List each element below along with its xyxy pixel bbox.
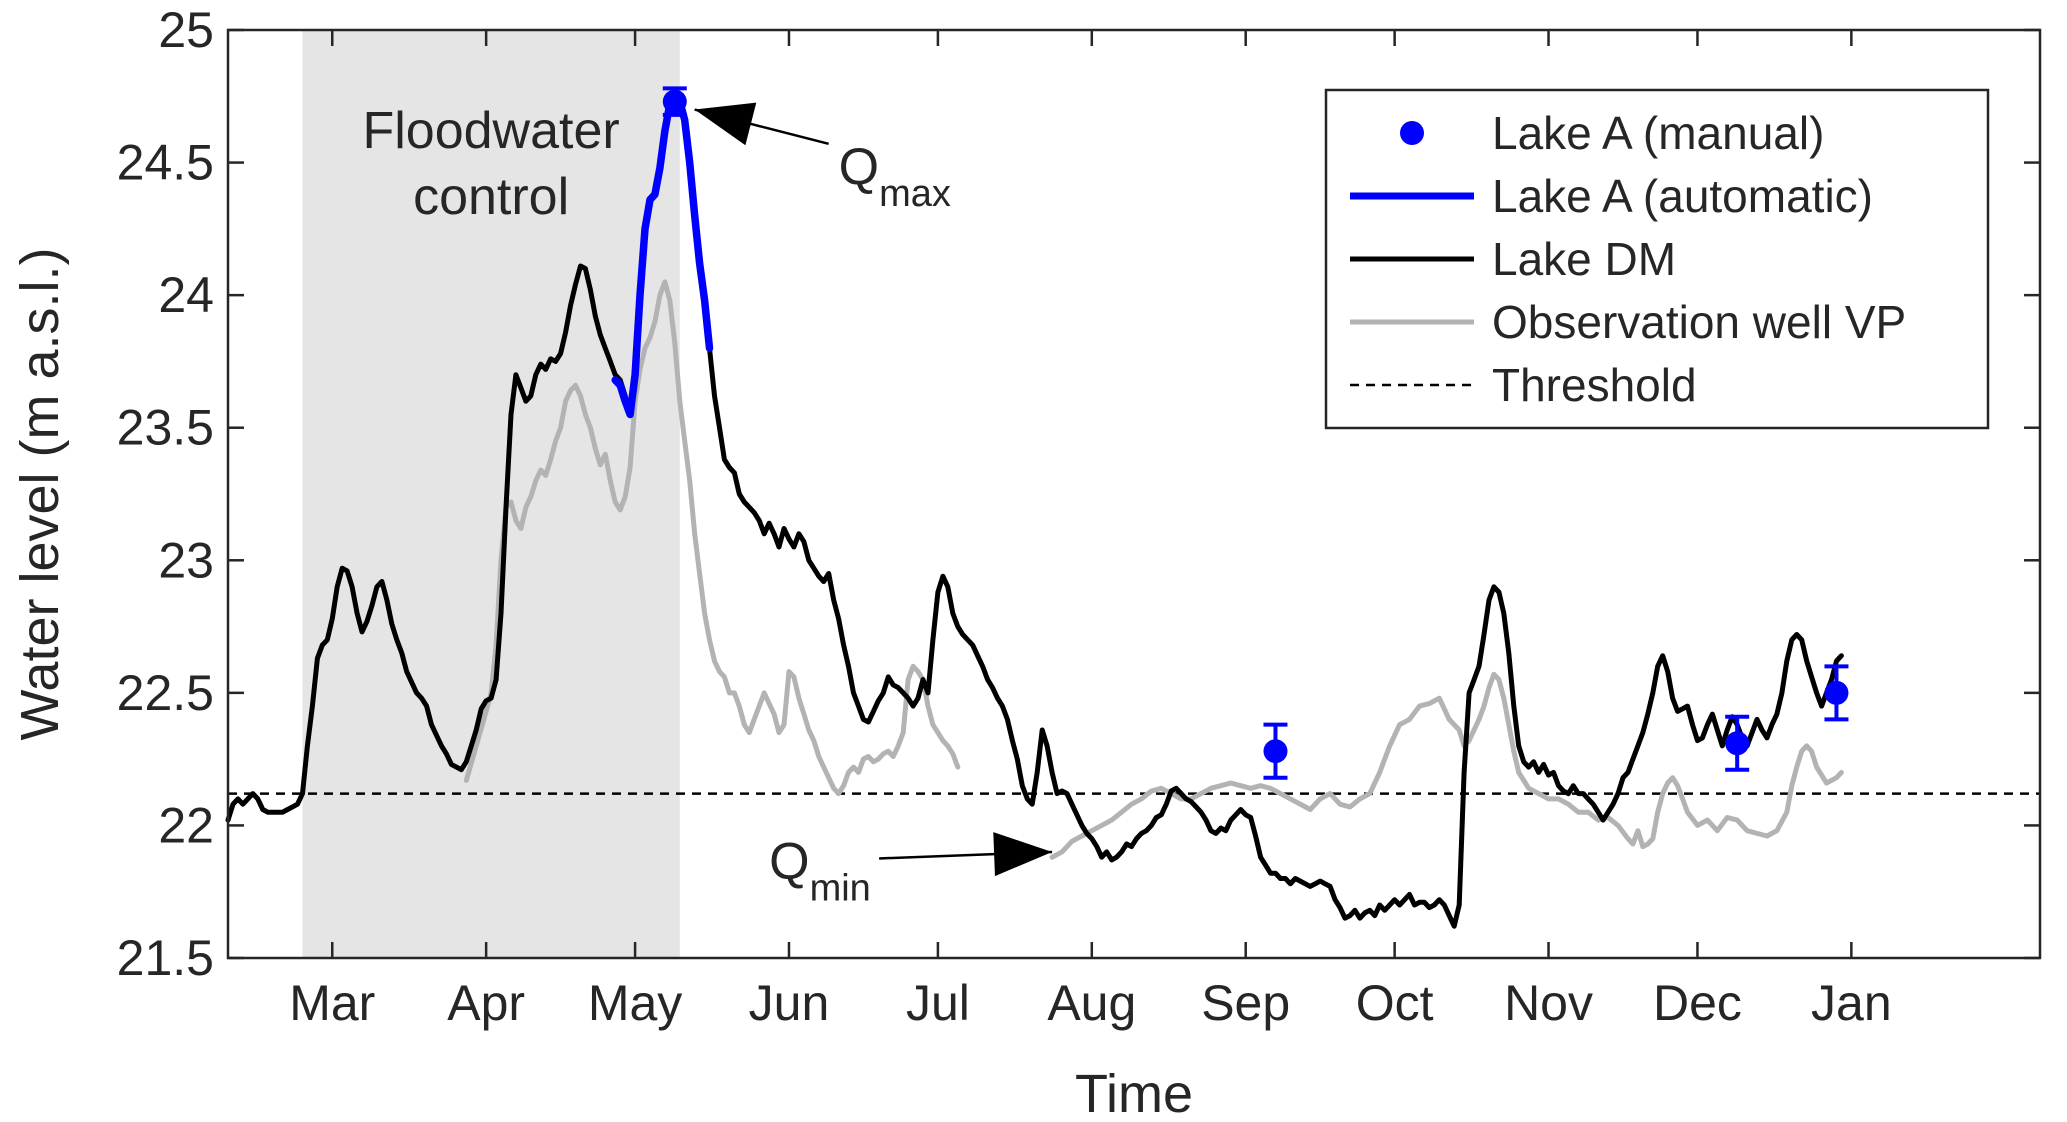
y-tick-label: 24.5	[117, 135, 214, 191]
y-tick-label: 22	[158, 797, 214, 853]
lake-a-manual-point	[662, 89, 687, 114]
legend-symbol-marker	[1400, 121, 1424, 145]
legend-label: Observation well VP	[1492, 296, 1906, 348]
floodwater-control-label: Floodwater control	[362, 102, 619, 226]
annotation-arrow-head	[694, 102, 757, 146]
legend-label: Threshold	[1492, 359, 1697, 411]
y-axis-title: Water level (m a.s.l.)	[10, 247, 70, 740]
annotation-main: Q	[839, 138, 879, 196]
x-tick-label: Dec	[1653, 975, 1742, 1031]
x-axis-title: Time	[1075, 1064, 1193, 1122]
annotation-qmin-text: Qmin	[769, 832, 871, 909]
floodwater-label-line: Floodwater	[362, 102, 619, 160]
annotation-main: Q	[769, 832, 809, 890]
legend-label: Lake A (automatic)	[1492, 170, 1873, 222]
plot-area: Floodwater control	[225, 30, 2040, 958]
legend: Lake A (manual) Lake A (automatic) Lake DM…	[1324, 88, 1990, 430]
y-tick-label: 22.5	[117, 665, 214, 721]
x-tick-label: Jun	[749, 975, 830, 1031]
x-tick-label: Mar	[289, 975, 375, 1031]
axes: Water level (m a.s.l.) Time 21.5 22 22.5 23…	[10, 2, 2042, 1122]
y-tick-label: 21.5	[117, 930, 214, 986]
lake-a-automatic-line	[611, 89, 714, 419]
x-tick-label: Sep	[1201, 975, 1290, 1031]
floodwater-label-line: control	[413, 168, 569, 226]
observation-well-vp-line	[1049, 671, 1844, 860]
annotation-sub: max	[879, 173, 951, 215]
floodwater-control-region	[302, 30, 680, 958]
annotation-qmax: Qmax	[694, 102, 951, 215]
lake-a-manual-point	[1263, 739, 1288, 764]
lake-a-manual-point	[1824, 680, 1849, 705]
y-tick-label: 23	[158, 532, 214, 588]
annotation-sub: min	[810, 867, 871, 909]
y-tick-label: 23.5	[117, 400, 214, 456]
x-tick-label: Aug	[1047, 975, 1136, 1031]
lake-dm-line	[225, 91, 1844, 929]
x-tick-label: Jan	[1811, 975, 1892, 1031]
legend-label: Lake DM	[1492, 233, 1676, 285]
observation-well-vp-line	[463, 279, 961, 797]
annotation-qmin: Qmin	[769, 832, 1053, 909]
annotation-arrow-head	[993, 832, 1053, 877]
axes-frame	[226, 28, 2042, 960]
x-tick-label: Nov	[1504, 975, 1593, 1031]
x-tick-label: Oct	[1356, 975, 1434, 1031]
legend-label: Lake A (manual)	[1492, 107, 1824, 159]
lake-a-manual-point	[1725, 731, 1750, 756]
x-tick-label: Jul	[906, 975, 970, 1031]
x-tick-label: May	[588, 975, 682, 1031]
y-tick-label: 24	[158, 267, 214, 323]
annotation-qmax-text: Qmax	[839, 138, 951, 215]
y-tick-label: 25	[158, 2, 214, 58]
x-tick-label: Apr	[447, 975, 525, 1031]
